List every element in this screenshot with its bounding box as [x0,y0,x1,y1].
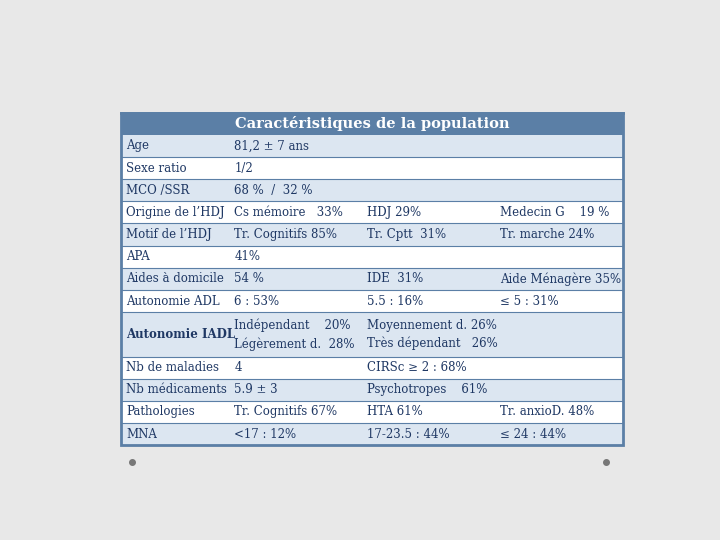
Bar [121,379,623,401]
Text: Motif de l’HDJ: Motif de l’HDJ [126,228,212,241]
Text: Autonomie IADL: Autonomie IADL [126,328,235,341]
Text: Tr. Cptt  31%: Tr. Cptt 31% [367,228,446,241]
Text: IDE  31%: IDE 31% [367,273,423,286]
Text: HTA 61%: HTA 61% [367,406,423,419]
Text: Nb médicaments: Nb médicaments [126,383,227,396]
Bar [121,135,623,157]
Bar [121,224,623,246]
Text: MCO /SSR: MCO /SSR [126,184,189,197]
Text: ≤ 24 : 44%: ≤ 24 : 44% [500,428,567,441]
Text: CIRSc ≥ 2 : 68%: CIRSc ≥ 2 : 68% [367,361,467,374]
Bar [121,401,623,423]
Text: Psychotropes    61%: Psychotropes 61% [367,383,487,396]
Text: ≤ 5 : 31%: ≤ 5 : 31% [500,295,559,308]
Bar [121,113,623,135]
Text: 5.9 ± 3: 5.9 ± 3 [234,383,278,396]
Text: 1/2: 1/2 [234,161,253,174]
Text: <17 : 12%: <17 : 12% [234,428,297,441]
Text: 6 : 53%: 6 : 53% [234,295,279,308]
Bar [121,312,623,356]
Text: Age: Age [126,139,149,152]
Text: 68 %  /  32 %: 68 % / 32 % [234,184,312,197]
Text: 17-23.5 : 44%: 17-23.5 : 44% [367,428,450,441]
Text: Medecin G    19 %: Medecin G 19 % [500,206,610,219]
Text: Tr. marche 24%: Tr. marche 24% [500,228,595,241]
Text: Moyennement d. 26%
Très dépendant   26%: Moyennement d. 26% Très dépendant 26% [367,319,498,350]
Bar [121,356,623,379]
Bar [121,246,623,268]
Text: MNA: MNA [126,428,157,441]
Text: 54 %: 54 % [234,273,264,286]
Bar [121,268,623,290]
Text: Aide Ménagère 35%: Aide Ménagère 35% [500,272,621,286]
Text: Indépendant    20%
Légèrement d.  28%: Indépendant 20% Légèrement d. 28% [234,318,355,350]
Bar [121,113,623,446]
Text: Origine de l’HDJ: Origine de l’HDJ [126,206,225,219]
Text: APA: APA [126,250,150,264]
Text: 81,2 ± 7 ans: 81,2 ± 7 ans [234,139,310,152]
Text: Pathologies: Pathologies [126,406,195,419]
Text: Tr. Cognitifs 67%: Tr. Cognitifs 67% [234,406,338,419]
Bar [121,179,623,201]
Bar [121,423,623,445]
Text: 4: 4 [234,361,242,374]
Text: Aides à domicile: Aides à domicile [126,273,224,286]
Bar [121,157,623,179]
Text: Tr. Cognitifs 85%: Tr. Cognitifs 85% [234,228,337,241]
Text: 41%: 41% [234,250,260,264]
Text: Cs mémoire   33%: Cs mémoire 33% [234,206,343,219]
Text: 5.5 : 16%: 5.5 : 16% [367,295,423,308]
Bar [121,201,623,224]
Text: HDJ 29%: HDJ 29% [367,206,421,219]
Text: Nb de maladies: Nb de maladies [126,361,220,374]
Bar [121,290,623,312]
Text: Tr. anxioD. 48%: Tr. anxioD. 48% [500,406,595,419]
Text: Caractéristiques de la population: Caractéristiques de la population [235,116,509,131]
Text: Sexe ratio: Sexe ratio [126,161,187,174]
Text: Autonomie ADL: Autonomie ADL [126,295,220,308]
